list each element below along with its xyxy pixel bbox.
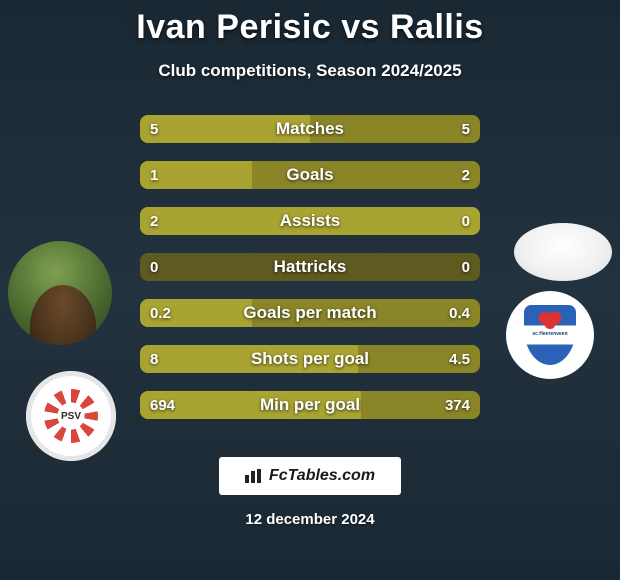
bar-label: Hattricks — [140, 253, 480, 281]
bar-fill-right — [361, 391, 480, 419]
bar-row: Min per goal694374 — [140, 391, 480, 419]
bar-fill-left — [140, 207, 480, 235]
brand-logo-box: FcTables.com — [219, 457, 401, 495]
player2-avatar — [514, 223, 612, 281]
page-title: Ivan Perisic vs Rallis — [0, 8, 620, 47]
bar-chart-icon — [245, 469, 263, 483]
bar-row: Goals12 — [140, 161, 480, 189]
bar-fill-left — [140, 345, 358, 373]
bars-container: Matches55 Goals12 Assists20 Hattricks0 0 Goal… — [140, 115, 480, 437]
bar-value-left: 0 — [140, 253, 168, 281]
heerenveen-crest-icon — [524, 305, 576, 365]
subtitle: Club competitions, Season 2024/2025 — [0, 61, 620, 81]
bar-row: Hattricks0 0 — [140, 253, 480, 281]
bar-fill-left — [140, 299, 252, 327]
bar-value-right: 0 — [452, 253, 480, 281]
bar-fill-right — [358, 345, 480, 373]
bar-fill-left — [140, 391, 361, 419]
bar-fill-right — [252, 161, 480, 189]
comparison-chart: Matches55 Goals12 Assists20 Hattricks0 0 Goal… — [0, 115, 620, 435]
bar-fill-right — [252, 299, 480, 327]
snapshot-date: 12 december 2024 — [0, 511, 620, 528]
bar-row: Goals per match0.20.4 — [140, 299, 480, 327]
card-content: Ivan Perisic vs Rallis Club competitions… — [0, 0, 620, 580]
bar-row: Shots per goal84.5 — [140, 345, 480, 373]
bar-fill-left — [140, 115, 310, 143]
brand-text: FcTables.com — [269, 467, 375, 485]
bar-row: Assists20 — [140, 207, 480, 235]
player2-crest — [506, 291, 594, 379]
psv-crest-icon — [44, 389, 98, 443]
bar-row: Matches55 — [140, 115, 480, 143]
bar-fill-right — [310, 115, 480, 143]
bar-fill-left — [140, 161, 252, 189]
player1-crest — [26, 371, 116, 461]
player1-avatar — [8, 241, 112, 345]
